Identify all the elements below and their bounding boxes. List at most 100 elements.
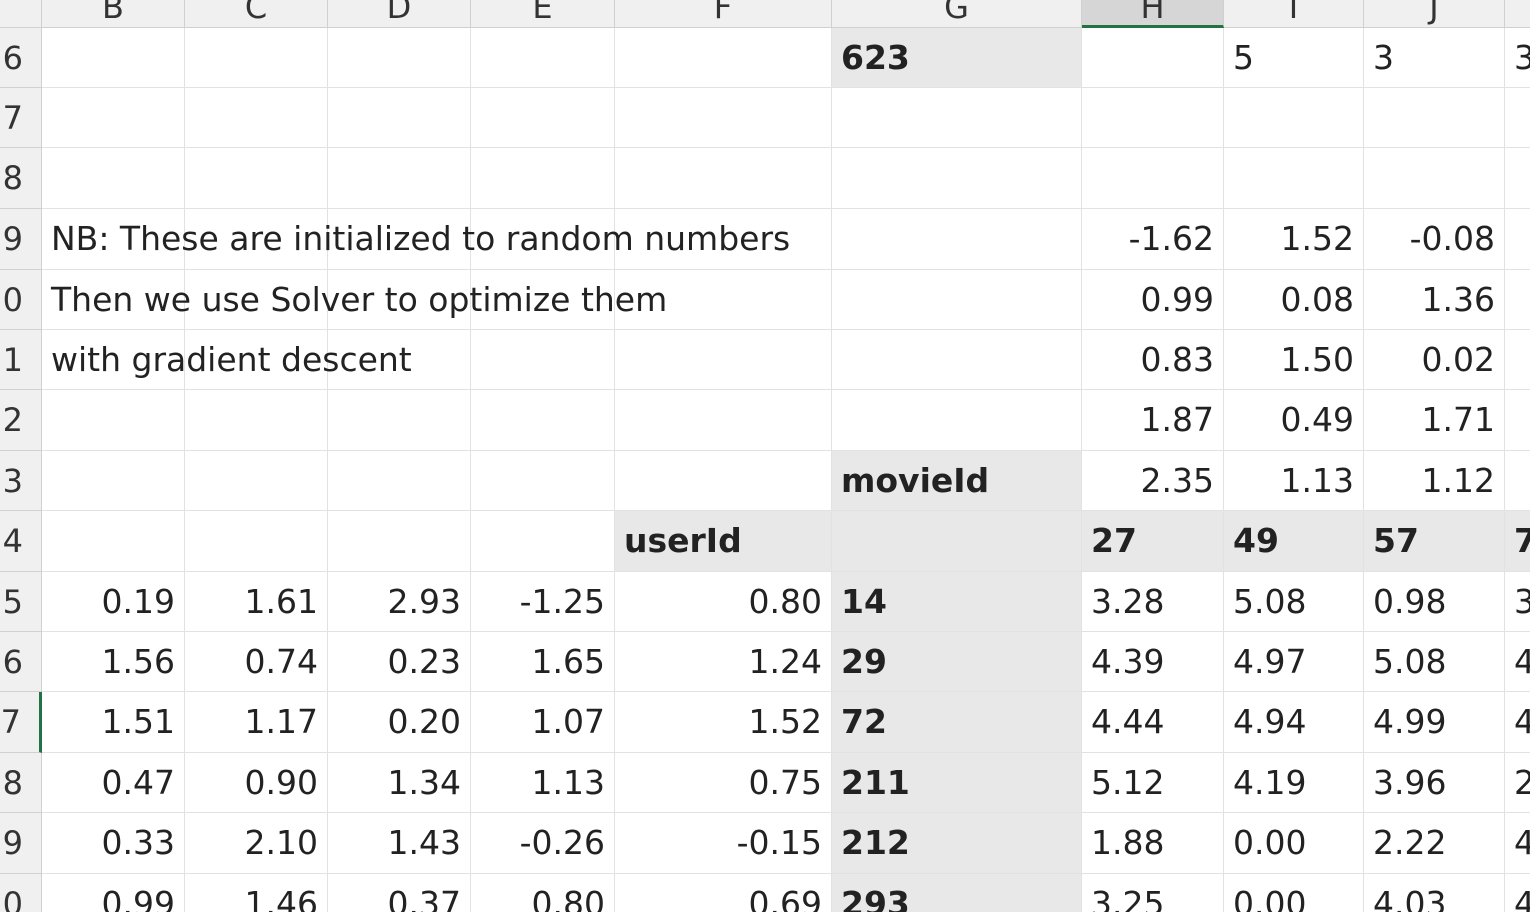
cell[interactable] <box>471 270 615 330</box>
cell[interactable] <box>471 28 615 88</box>
cell[interactable] <box>1505 209 1530 270</box>
cell[interactable] <box>328 209 471 270</box>
cell[interactable] <box>42 28 185 88</box>
cell[interactable] <box>42 390 185 451</box>
row-header[interactable]: 9 <box>0 813 42 874</box>
cell-value[interactable]: 0.75 <box>615 753 832 813</box>
cell-value[interactable]: 1.12 <box>1364 451 1505 511</box>
cell[interactable] <box>832 270 1082 330</box>
cell-value[interactable]: 1.52 <box>1224 209 1364 270</box>
cell[interactable] <box>471 390 615 451</box>
cell[interactable] <box>832 390 1082 451</box>
cell-value[interactable]: 7 <box>1505 511 1530 572</box>
cell[interactable] <box>1364 88 1505 148</box>
cell[interactable] <box>42 451 185 511</box>
cell-value[interactable]: 2.22 <box>1364 813 1505 874</box>
column-header[interactable]: I <box>1224 0 1364 28</box>
column-header[interactable]: E <box>471 0 615 28</box>
cell[interactable] <box>185 390 328 451</box>
cell-value[interactable]: 3 <box>1505 572 1530 632</box>
cell[interactable] <box>328 270 471 330</box>
cell-value[interactable]: 0.20 <box>328 692 471 753</box>
cell[interactable] <box>615 451 832 511</box>
cell-value[interactable]: 4.03 <box>1364 874 1505 912</box>
cell[interactable] <box>1082 148 1224 209</box>
cell-value[interactable]: 2.35 <box>1082 451 1224 511</box>
row-header[interactable]: 2 <box>0 390 42 451</box>
row-header[interactable]: 6 <box>0 632 42 692</box>
cell-value[interactable]: 0.23 <box>328 632 471 692</box>
row-header[interactable]: 4 <box>0 511 42 572</box>
cell-value[interactable]: 0.99 <box>42 874 185 912</box>
cell-value[interactable]: -0.26 <box>471 813 615 874</box>
cell-value[interactable]: 2.10 <box>185 813 328 874</box>
cell[interactable] <box>832 209 1082 270</box>
row-header[interactable]: 9 <box>0 209 42 270</box>
cell[interactable] <box>328 390 471 451</box>
row-header[interactable]: 0 <box>0 874 42 912</box>
cell[interactable] <box>615 148 832 209</box>
cell[interactable] <box>832 148 1082 209</box>
cell-value[interactable]: with gradient descent <box>42 330 412 390</box>
cell-value[interactable]: 3 <box>1364 28 1505 88</box>
cell[interactable] <box>471 330 615 390</box>
cell[interactable] <box>1505 390 1530 451</box>
cell-value[interactable]: 1.61 <box>185 572 328 632</box>
cell-value[interactable]: 3 <box>1505 28 1530 88</box>
cell[interactable] <box>615 270 832 330</box>
cell[interactable] <box>185 148 328 209</box>
cell[interactable] <box>615 330 832 390</box>
cell[interactable] <box>185 330 328 390</box>
cell-value[interactable]: 1.87 <box>1082 390 1224 451</box>
cell[interactable] <box>471 88 615 148</box>
cell-value[interactable]: 0.33 <box>42 813 185 874</box>
row-header[interactable]: 5 <box>0 572 42 632</box>
cell[interactable] <box>185 88 328 148</box>
cell-value[interactable]: movieId <box>832 451 1082 511</box>
column-header[interactable]: B <box>42 0 185 28</box>
cell-value[interactable]: -0.15 <box>615 813 832 874</box>
cell-value[interactable]: 1.13 <box>471 753 615 813</box>
cell-value[interactable]: 14 <box>832 572 1082 632</box>
cell-value[interactable]: 0.99 <box>1082 270 1224 330</box>
cell-value[interactable]: 5 <box>1224 28 1364 88</box>
cell[interactable] <box>1505 270 1530 330</box>
cell[interactable] <box>1505 88 1530 148</box>
cell-value[interactable]: 29 <box>832 632 1082 692</box>
cell-value[interactable]: 4.39 <box>1082 632 1224 692</box>
row-header[interactable]: 7 <box>0 88 42 148</box>
column-header[interactable]: C <box>185 0 328 28</box>
cell-value[interactable]: NB: These are initialized to random numb… <box>42 209 790 270</box>
cell-value[interactable]: 5.08 <box>1224 572 1364 632</box>
row-header[interactable]: 8 <box>0 753 42 813</box>
cell-value[interactable]: 4.99 <box>1364 692 1505 753</box>
cell-value[interactable]: 3.25 <box>1082 874 1224 912</box>
cell-value[interactable]: 293 <box>832 874 1082 912</box>
cell[interactable] <box>832 330 1082 390</box>
cell[interactable] <box>185 451 328 511</box>
cell-value[interactable]: 0.69 <box>615 874 832 912</box>
cell[interactable] <box>615 28 832 88</box>
cell-value[interactable]: 0.00 <box>1224 813 1364 874</box>
cell-value[interactable]: 1.65 <box>471 632 615 692</box>
row-header[interactable]: 6 <box>0 28 42 88</box>
cell-value[interactable]: 0.47 <box>42 753 185 813</box>
cell-value[interactable]: 1.13 <box>1224 451 1364 511</box>
row-header[interactable]: 3 <box>0 451 42 511</box>
cell[interactable] <box>615 88 832 148</box>
cell-value[interactable]: 4 <box>1505 874 1530 912</box>
cell-value[interactable]: 4.94 <box>1224 692 1364 753</box>
cell-value[interactable]: 1.24 <box>615 632 832 692</box>
cell[interactable] <box>1505 451 1530 511</box>
cell-value[interactable]: 1.34 <box>328 753 471 813</box>
cell-value[interactable]: 0.98 <box>1364 572 1505 632</box>
column-header[interactable]: J <box>1364 0 1505 28</box>
cell[interactable] <box>1505 330 1530 390</box>
cell-value[interactable]: 4.97 <box>1224 632 1364 692</box>
cell[interactable] <box>615 209 832 270</box>
cell-value[interactable]: 0.74 <box>185 632 328 692</box>
cell-value[interactable]: 49 <box>1224 511 1364 572</box>
cell-value[interactable]: 27 <box>1082 511 1224 572</box>
cell[interactable] <box>471 511 615 572</box>
cell-value[interactable]: 0.00 <box>1224 874 1364 912</box>
